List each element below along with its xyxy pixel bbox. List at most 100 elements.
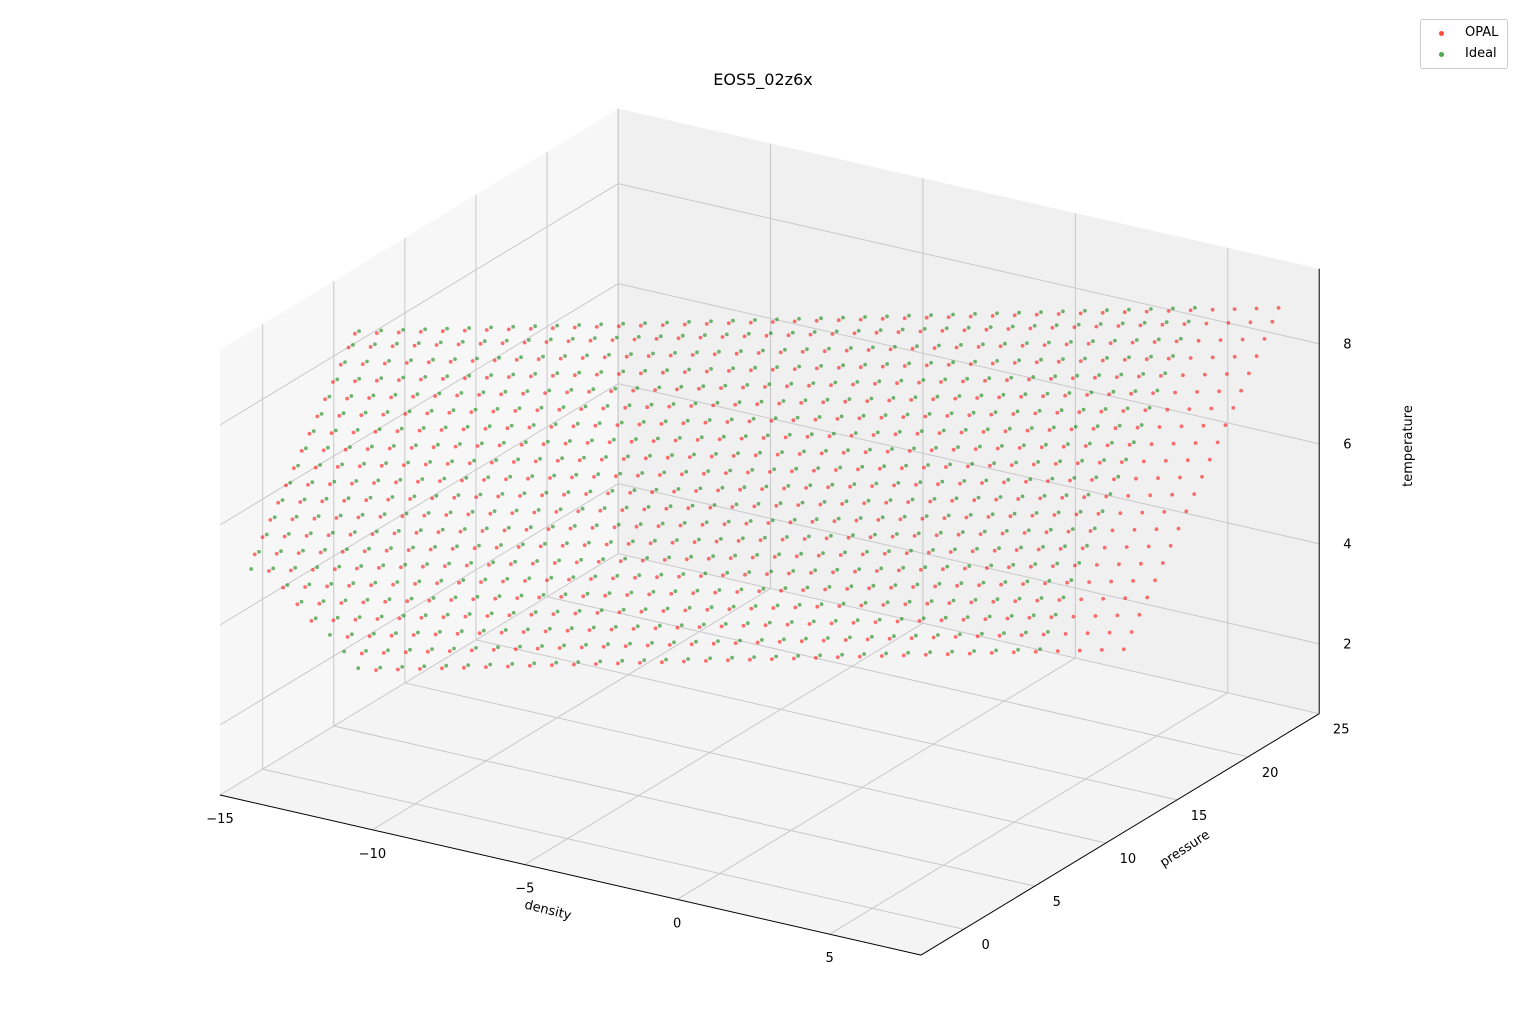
ideal-point — [425, 562, 429, 566]
ideal-point — [590, 438, 594, 443]
opal-point — [515, 596, 520, 600]
ideal-point — [362, 461, 366, 466]
ideal-point — [741, 536, 745, 541]
ideal-point — [1095, 424, 1100, 429]
opal-point — [880, 364, 885, 369]
ideal-point — [533, 610, 538, 614]
opal-point — [675, 625, 680, 630]
ideal-point — [1127, 355, 1131, 360]
ideal-point — [739, 587, 744, 592]
opal-point — [577, 458, 582, 463]
ideal-point — [1045, 391, 1050, 396]
ideal-point — [506, 525, 511, 530]
opal-point — [430, 496, 435, 501]
ideal-point — [524, 440, 528, 445]
ideal-point — [868, 447, 872, 452]
ideal-point — [950, 649, 954, 654]
ideal-point — [532, 661, 537, 666]
ideal-point — [640, 471, 645, 475]
opal-point — [345, 635, 350, 639]
opal-point — [353, 617, 358, 622]
opal-point — [456, 342, 461, 347]
ideal-point — [800, 500, 805, 505]
opal-point — [675, 387, 679, 392]
opal-point — [831, 570, 835, 575]
ideal-point — [812, 330, 817, 334]
opal-point — [1131, 579, 1135, 583]
opal-point — [897, 568, 901, 573]
z-tick-label: 2 — [1343, 638, 1351, 653]
ideal-point — [676, 487, 681, 491]
opal-point — [631, 627, 636, 631]
ideal-point — [453, 595, 458, 600]
ideal-point — [467, 612, 472, 616]
ideal-point — [400, 665, 405, 669]
ideal-point — [444, 663, 449, 668]
opal-point — [717, 437, 722, 442]
ideal-point — [751, 416, 756, 421]
ideal-point — [775, 365, 779, 369]
opal-point — [1168, 543, 1173, 548]
opal-point — [865, 637, 870, 642]
ideal-point — [695, 588, 700, 593]
opal-point — [361, 600, 366, 605]
opal-point — [373, 429, 378, 434]
opal-point — [595, 372, 599, 377]
opal-point — [868, 535, 873, 540]
opal-point — [975, 396, 979, 400]
opal-point — [529, 612, 534, 617]
opal-point — [554, 510, 559, 514]
ideal-point — [1056, 510, 1061, 515]
ideal-point — [956, 445, 960, 449]
grid-x-floor — [524, 622, 924, 866]
ideal-point — [1178, 336, 1183, 341]
ideal-point — [544, 490, 549, 495]
ideal-point — [909, 548, 913, 553]
ideal-point — [922, 327, 927, 331]
opal-point — [274, 551, 279, 556]
opal-point — [830, 332, 835, 336]
opal-point — [973, 447, 978, 451]
ideal-point — [797, 364, 801, 369]
axes-panes — [220, 108, 1320, 956]
opal-point — [901, 415, 906, 419]
ideal-point — [1088, 441, 1092, 446]
opal-point — [1008, 514, 1013, 519]
ideal-point — [846, 448, 850, 453]
opal-point — [1154, 527, 1159, 532]
opal-point — [1055, 649, 1060, 653]
opal-point — [1021, 582, 1025, 586]
x-tick-label: 5 — [825, 951, 833, 966]
opal-point — [711, 403, 716, 408]
ideal-point — [973, 359, 977, 364]
ideal-point — [554, 660, 559, 665]
y-tick-label: 15 — [1191, 809, 1208, 824]
ideal-point — [577, 323, 581, 327]
opal-point — [477, 631, 482, 636]
opal-point — [1049, 377, 1053, 381]
ideal-point — [552, 473, 557, 478]
opal-point — [1156, 476, 1160, 480]
ideal-point — [450, 459, 454, 464]
ideal-point — [475, 594, 480, 599]
opal-point — [616, 324, 621, 329]
opal-point — [557, 407, 562, 412]
opal-point — [1210, 307, 1215, 312]
ideal-point — [577, 370, 582, 375]
ideal-point — [318, 463, 322, 467]
ideal-point — [726, 519, 731, 524]
opal-point — [931, 397, 936, 402]
opal-point — [914, 482, 918, 487]
opal-point — [840, 502, 845, 506]
opal-point — [978, 532, 983, 536]
ideal-point — [384, 461, 388, 465]
opal-point — [572, 325, 577, 330]
opal-point — [647, 592, 652, 597]
ideal-point — [631, 539, 635, 544]
ideal-point — [635, 386, 640, 390]
ideal-point — [426, 511, 431, 515]
opal-point — [565, 628, 570, 633]
opal-point — [375, 617, 380, 621]
opal-point — [989, 651, 994, 655]
opal-point — [375, 378, 379, 383]
